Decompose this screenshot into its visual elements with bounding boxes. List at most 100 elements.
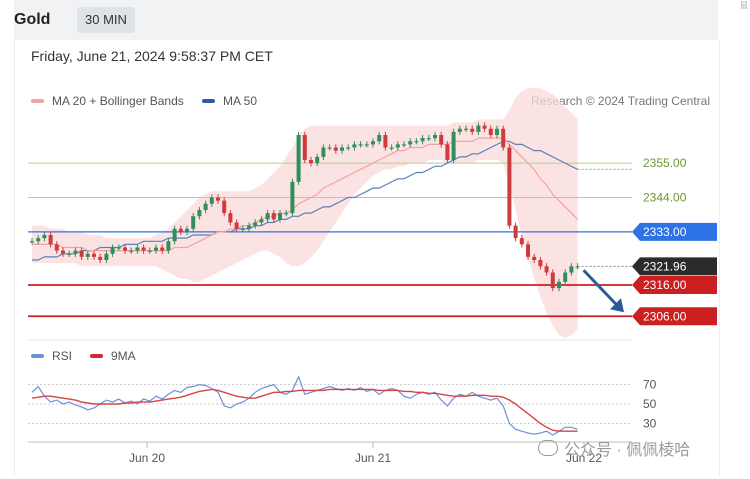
candle-body	[451, 131, 456, 160]
candle-body	[36, 238, 41, 242]
candle-body	[79, 250, 84, 257]
forecast-arrow-shaft	[582, 269, 620, 308]
level-label-4: 2316.00	[643, 278, 687, 292]
candle-body	[507, 147, 512, 226]
candle-body	[85, 253, 90, 257]
candle-body	[358, 144, 363, 146]
candle-body	[526, 244, 530, 257]
candle-body	[321, 147, 326, 157]
time-tick-label: Jun 21	[355, 451, 391, 465]
candle-body	[383, 135, 388, 148]
candle-body	[433, 135, 437, 139]
candle-body	[129, 250, 134, 252]
watermark: 公众号 · 佩佩棱哈	[538, 436, 690, 460]
candle-body	[352, 144, 357, 148]
candle-body	[228, 213, 233, 223]
candle-body	[395, 144, 400, 148]
level-label-5: 2306.00	[643, 309, 687, 323]
level-tag-2	[632, 222, 717, 241]
instrument-title: Gold	[14, 11, 51, 28]
candle-body	[166, 241, 171, 251]
candle-body	[563, 272, 568, 282]
level-tag-5	[632, 307, 717, 326]
candle-body	[519, 238, 524, 245]
candle-body	[439, 135, 444, 145]
candle-body	[160, 247, 165, 251]
candle-body	[426, 138, 431, 140]
time-tick-label: Jun 22	[566, 451, 602, 465]
rsi-legend-swatch	[31, 354, 44, 358]
rsi-tick-label: 50	[643, 397, 657, 411]
candle-body	[110, 247, 115, 254]
candle-body	[315, 156, 320, 164]
ma20-legend-swatch	[31, 99, 44, 103]
level-label-2: 2333.00	[643, 225, 687, 239]
candle-body	[92, 253, 96, 257]
forecast-arrow-head	[610, 298, 624, 313]
candle-body	[178, 228, 183, 232]
candle-body	[457, 128, 462, 132]
candle-body	[488, 128, 493, 135]
candle-body	[209, 197, 214, 204]
timeframe-button[interactable]: 30 MIN	[77, 7, 135, 33]
candle-body	[575, 266, 580, 268]
legend-ma50-label: MA 50	[223, 94, 258, 108]
candle-body	[420, 138, 425, 142]
candle-body	[247, 225, 251, 229]
level-label-1: 2344.00	[643, 191, 687, 205]
ma9-line	[31, 388, 578, 432]
candle-body	[191, 216, 196, 229]
candle-body	[259, 219, 264, 223]
candle-body	[538, 260, 543, 267]
candle-body	[48, 235, 53, 245]
candle-body	[340, 147, 344, 151]
candle-body	[30, 241, 34, 243]
candle-body	[569, 266, 574, 273]
candle-body	[284, 213, 289, 215]
candle-body	[271, 213, 276, 220]
ma9-legend-swatch	[90, 354, 103, 358]
candle-body	[476, 125, 481, 132]
legend-rsi: RSI	[31, 349, 72, 363]
candle-body	[408, 141, 413, 145]
ma50-line	[32, 140, 578, 261]
candle-body	[501, 128, 506, 148]
legend-ma20: MA 20 + Bollinger Bands	[31, 94, 184, 108]
research-credit: Research © 2024 Trading Central	[531, 94, 710, 108]
watermark-text: 公众号 · 佩佩棱哈	[564, 442, 691, 459]
candle-body	[135, 247, 140, 251]
candle-body	[333, 147, 338, 151]
candle-body	[278, 213, 282, 220]
candle-body	[265, 213, 270, 220]
candle-body	[61, 250, 65, 254]
candle-body	[147, 250, 152, 252]
candle-body	[482, 125, 487, 129]
candle-body	[309, 160, 313, 164]
candle-body	[296, 135, 301, 182]
candle-body	[377, 135, 382, 142]
candle-body	[234, 222, 239, 229]
rsi-tick-label: 30	[643, 416, 657, 430]
candle-body	[402, 144, 406, 146]
candle-body	[116, 247, 121, 249]
candle-body	[253, 222, 258, 226]
ma50-legend-swatch	[202, 99, 215, 103]
candle-body	[154, 247, 158, 251]
legend-ma20-label: MA 20 + Bollinger Bands	[52, 94, 184, 108]
candle-body	[141, 247, 146, 251]
candle-body	[172, 228, 177, 242]
candle-body	[557, 281, 561, 289]
candle-body	[73, 250, 78, 254]
candle-body	[216, 197, 220, 201]
time-tick-label: Jun 20	[129, 451, 165, 465]
candle-body	[123, 247, 127, 251]
level-label-3: 2321.96	[643, 259, 687, 273]
candle-body	[203, 203, 208, 210]
candle-body	[290, 181, 295, 214]
candle-body	[445, 144, 450, 160]
candle-body	[470, 128, 475, 132]
candle-body	[98, 256, 103, 260]
ma20-line	[32, 137, 579, 252]
candle-body	[544, 266, 549, 273]
